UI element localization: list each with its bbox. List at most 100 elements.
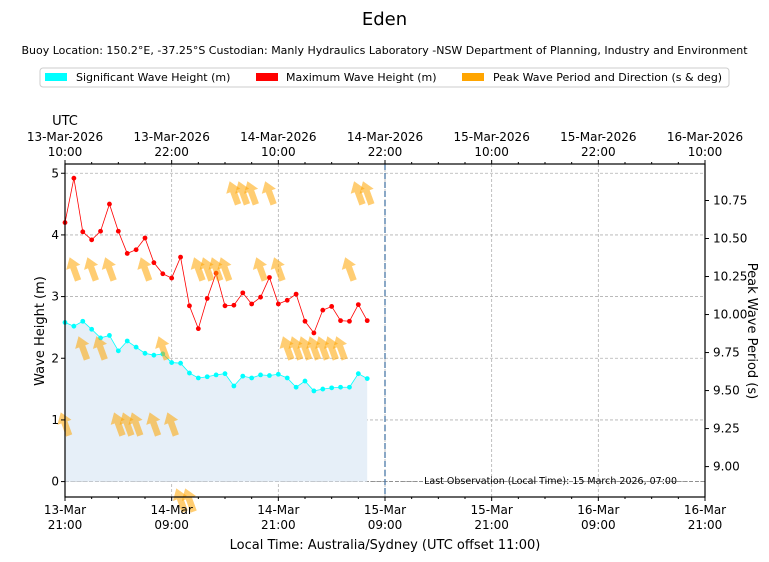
significant-point xyxy=(275,371,281,377)
top-tick-date: 15-Mar-2026 xyxy=(560,130,636,144)
y2-tick-label: 10.75 xyxy=(713,193,747,207)
significant-point xyxy=(267,373,272,378)
chart-title: Eden xyxy=(362,9,407,30)
significant-point xyxy=(240,373,246,379)
y2-tick-label: 9.75 xyxy=(713,346,740,360)
period-arrow-shape xyxy=(146,412,162,437)
x-tick-date: 14-Mar xyxy=(257,503,299,517)
period-arrow-shape xyxy=(332,336,348,361)
period-arrow-shape xyxy=(341,257,357,282)
significant-point xyxy=(178,360,183,366)
period-arrow-shape xyxy=(128,412,144,437)
maximum-point xyxy=(364,318,370,324)
significant-point xyxy=(133,344,139,350)
y-tick-label: 2 xyxy=(51,351,59,365)
maximum-point xyxy=(222,303,228,309)
significant-point xyxy=(169,360,175,365)
top-tick-time: 22:00 xyxy=(154,145,189,159)
significant-point xyxy=(187,370,192,376)
maximum-point xyxy=(195,326,201,332)
x-tick-date: 16-Mar xyxy=(577,503,619,517)
x-tick-date: 16-Mar xyxy=(684,503,726,517)
maximum-point xyxy=(151,260,157,266)
chart-subtitle: Buoy Location: 150.2°E, -37.25°S Custodi… xyxy=(21,44,748,57)
significant-point xyxy=(89,326,95,332)
maximum-point xyxy=(204,296,210,301)
period-arrow xyxy=(155,336,171,361)
top-tick-time: 22:00 xyxy=(581,145,616,159)
maximum-point xyxy=(275,301,281,307)
period-arrow xyxy=(217,257,233,282)
significant-point xyxy=(142,350,148,356)
maximum-point xyxy=(187,303,192,309)
period-arrow-shape xyxy=(252,257,268,282)
significant-point xyxy=(124,338,130,344)
period-arrow-shape xyxy=(92,336,108,361)
legend-swatch-period xyxy=(462,73,484,81)
significant-point xyxy=(222,371,228,377)
period-arrow-shape xyxy=(101,257,117,282)
significant-point xyxy=(284,375,290,381)
significant-point xyxy=(320,386,326,392)
period-arrow xyxy=(261,181,277,206)
period-arrow-shape xyxy=(164,412,179,437)
legend-label-maximum: Maximum Wave Height (m) xyxy=(286,71,437,84)
maximum-point xyxy=(80,229,86,235)
top-tick-time: 10:00 xyxy=(474,145,509,159)
top-tick-date: 13-Mar-2026 xyxy=(27,130,103,144)
maximum-point xyxy=(347,318,352,324)
y-tick-label: 1 xyxy=(51,413,59,427)
x-tick-date: 14-Mar xyxy=(151,503,193,517)
x-tick-date: 15-Mar xyxy=(471,503,513,517)
significant-point xyxy=(213,372,219,378)
significant-point xyxy=(115,348,121,354)
top-tick-time: 10:00 xyxy=(48,145,83,159)
significant-point xyxy=(80,318,86,324)
y2-tick-label: 10.25 xyxy=(713,270,747,284)
significant-area xyxy=(65,321,368,482)
y2-tick-label: 9.25 xyxy=(713,422,740,436)
maximum-point xyxy=(178,254,183,260)
significant-point xyxy=(204,374,210,380)
period-arrow xyxy=(332,336,348,361)
y-tick-label: 5 xyxy=(51,166,59,180)
significant-point xyxy=(347,384,352,390)
maximum-point xyxy=(329,304,335,309)
last-observation-note: Last Observation (Local Time): 15 March … xyxy=(424,476,677,487)
period-arrow xyxy=(101,257,117,282)
period-arrow-shape xyxy=(244,181,259,206)
legend-label-significant: Significant Wave Height (m) xyxy=(76,71,230,84)
maximum-point xyxy=(133,247,139,253)
maximum-point xyxy=(115,228,121,234)
period-arrow xyxy=(181,488,197,513)
maximum-point xyxy=(89,237,95,243)
maximum-point xyxy=(160,271,166,277)
significant-point xyxy=(249,375,255,381)
maximum-point xyxy=(107,201,112,207)
top-tick-date: 13-Mar-2026 xyxy=(133,130,209,144)
period-arrow xyxy=(252,257,268,282)
period-arrow xyxy=(244,181,259,206)
period-arrow-shape xyxy=(155,336,171,361)
axes xyxy=(61,160,709,501)
maximum-point xyxy=(267,275,272,280)
significant-point xyxy=(195,375,201,381)
maximum-point xyxy=(249,301,255,307)
period-arrow-shape xyxy=(359,181,375,206)
period-arrow-shape xyxy=(261,181,277,206)
period-arrow xyxy=(146,412,162,437)
maximum-point xyxy=(338,318,343,324)
tick-labels: 0 1 2 3 4 5 9.00 9.25 9.50 9.75 10.00 10.25 10.50 10.… xyxy=(27,130,748,532)
period-arrow-shape xyxy=(181,488,197,513)
maximum-point xyxy=(169,275,175,281)
period-arrow xyxy=(128,412,144,437)
significant-point xyxy=(107,333,112,338)
top-tick-time: 10:00 xyxy=(261,145,296,159)
legend-frame xyxy=(39,67,730,88)
period-arrow xyxy=(92,336,108,361)
maximum-point xyxy=(142,235,148,241)
significant-point xyxy=(364,376,370,381)
legend-label-period: Peak Wave Period and Direction (s & deg) xyxy=(493,71,722,84)
significant-point xyxy=(151,352,157,358)
